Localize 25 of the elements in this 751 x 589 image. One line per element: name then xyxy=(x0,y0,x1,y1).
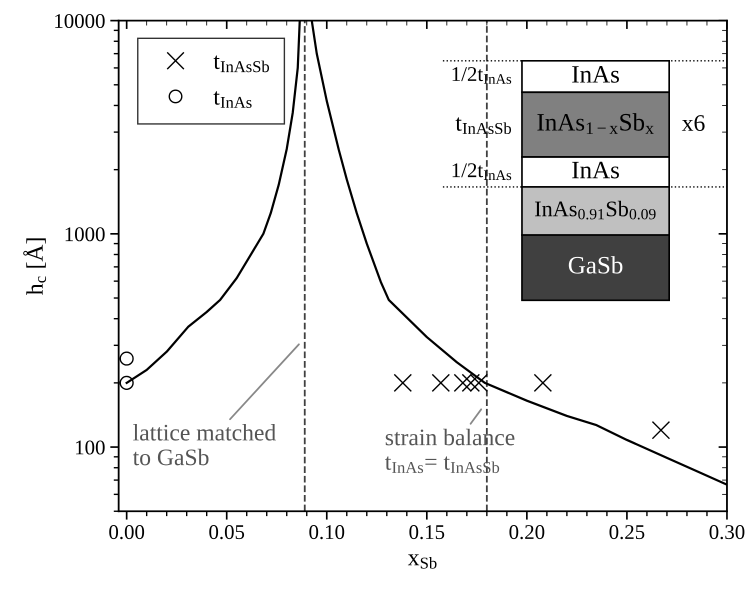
y-tick-label: 10000 xyxy=(55,14,105,28)
x-tick-label: 0.00 xyxy=(109,525,144,540)
y-tick-label: 100 xyxy=(76,440,105,454)
annotation: lattice matched to GaSb xyxy=(132,424,276,466)
legend-label: t$_{InAs}$ xyxy=(214,91,252,108)
y-tick-label: 1000 xyxy=(66,227,105,242)
x-tick-label: 0.20 xyxy=(509,525,544,540)
x-tick-label: 0.25 xyxy=(609,525,644,540)
annotation: x6 xyxy=(682,115,705,132)
x-axis-title: x$_{Sb}$ xyxy=(408,554,437,569)
annotation: t$_{InAsSb}$ xyxy=(456,117,512,134)
annotation: GaSb xyxy=(568,256,622,274)
annotation: 1/2t$_{InAs}$ xyxy=(452,67,512,84)
y-axis-title: h$_{c}$ [Å] xyxy=(23,238,46,295)
annotation: InAs xyxy=(572,66,619,83)
x-tick-label: 0.30 xyxy=(710,525,744,540)
x-tick-label: 0.05 xyxy=(209,525,244,540)
annotation: InAs xyxy=(572,162,619,178)
legend-label: t$_{InAsSb}$ xyxy=(214,56,270,72)
x-tick-label: 0.10 xyxy=(309,525,344,540)
annotation: 1/2t$_{InAs}$ xyxy=(452,163,512,180)
annotation: InAs$_{0.91}$Sb$_{0.09}$ xyxy=(535,200,656,220)
annotation: InAs$_{1−x}$Sb$_{x}$ xyxy=(537,113,654,134)
annotation: strain balance t$_{InAs}$= t$_{InAsSb}$ xyxy=(385,428,514,474)
x-tick-label: 0.15 xyxy=(409,525,444,540)
